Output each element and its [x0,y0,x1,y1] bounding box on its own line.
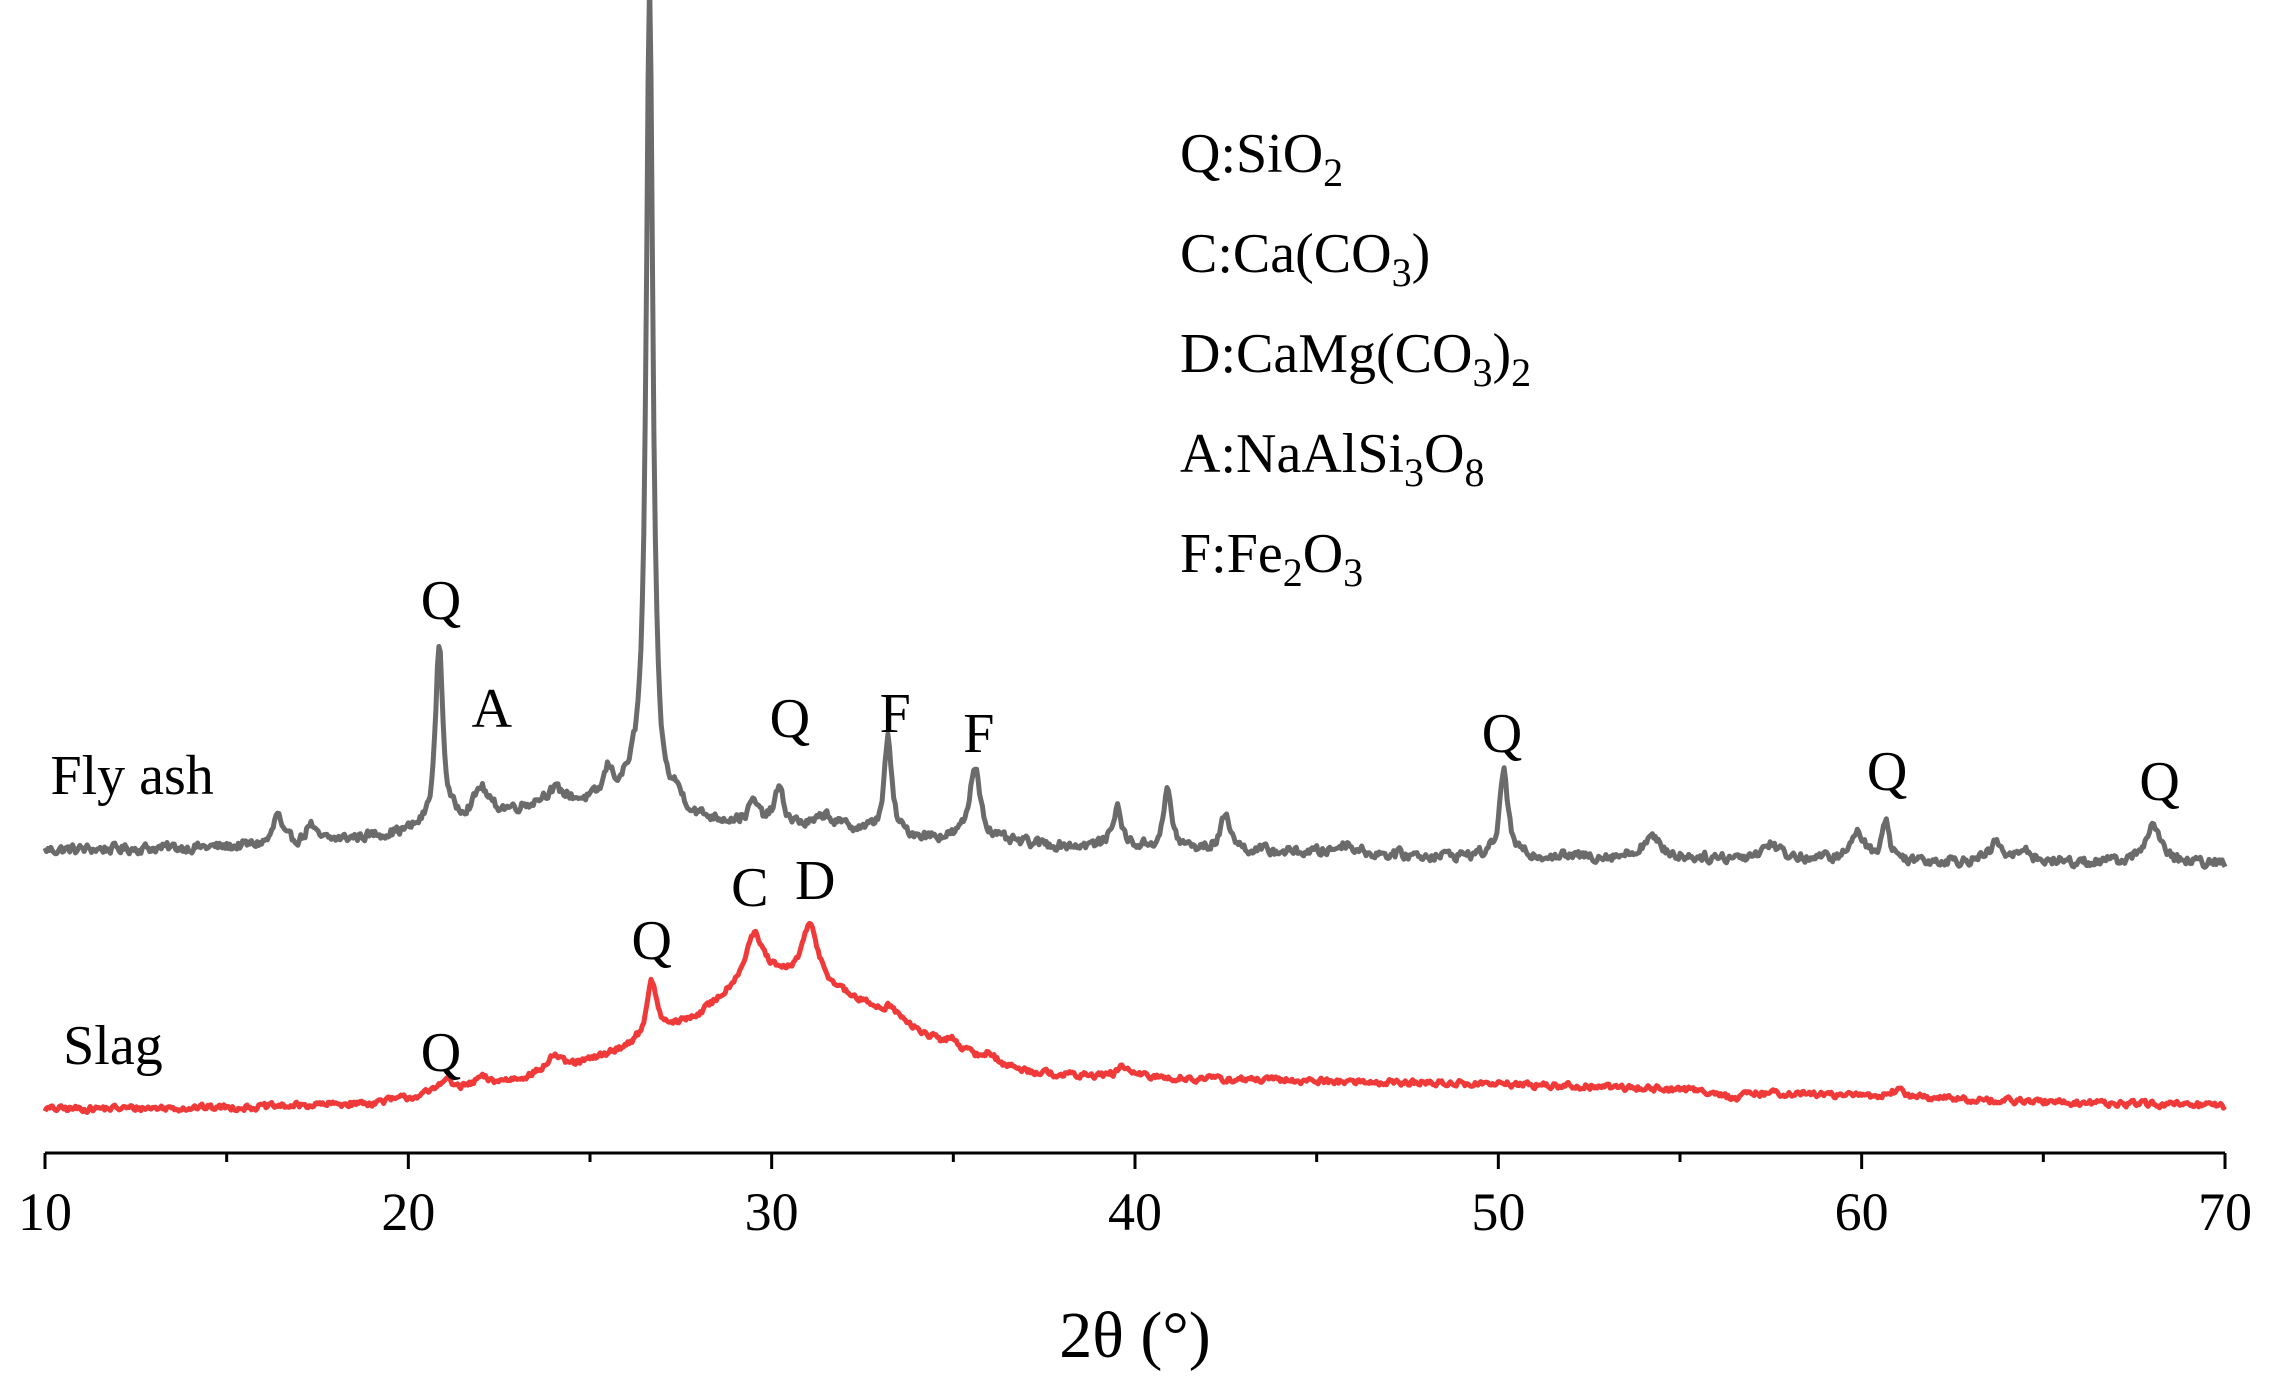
series-line-fly-ash [42,0,2228,870]
legend-entry-f: F:Fe2O3 [1180,523,1363,595]
legend-subscript: 8 [1464,450,1484,495]
x-tick-label: 70 [2198,1182,2252,1242]
series-layer: Fly ash Slag [42,0,2228,1115]
series-line-slag [42,920,2227,1115]
peak-label: D [795,850,835,912]
peak-label: Q [421,1022,461,1084]
x-axis: 10 20 30 40 50 60 70 [18,1151,2252,1242]
phase-legend: Q:SiO2C:Ca(CO3)D:CaMg(CO3)2A:NaAlSi3O8F:… [1180,123,1531,595]
peak-label: F [880,683,911,745]
legend-entry-q: Q:SiO2 [1180,123,1343,195]
legend-formula-part: Fe [1227,523,1283,585]
peak-label: Q [1482,703,1522,765]
peak-label: Q [2139,751,2179,813]
legend-formula-part: NaAlSi [1236,423,1404,485]
x-tick-label: 20 [381,1182,435,1242]
peak-label: Q [1867,741,1907,803]
x-tick-label: 10 [18,1182,72,1242]
peak-annotations: QQAQFFQQQQQCD [421,570,2180,1084]
legend-formula-part: ) [1412,223,1431,285]
legend-subscript: 3 [1343,550,1363,595]
peak-label: F [963,703,994,765]
legend-separator: : [1220,123,1236,185]
legend-entry-d: D:CaMg(CO3)2 [1180,323,1531,395]
legend-formula-part: SiO [1236,123,1323,185]
peak-label: C [731,857,768,919]
legend-key: D [1180,323,1220,385]
legend-separator: : [1217,223,1233,285]
legend-key: Q [1180,123,1220,185]
legend-key: A [1180,423,1221,485]
x-axis-title: 2θ (°) [1059,1299,1210,1372]
x-tick-label: 60 [1835,1182,1889,1242]
legend-formula-part: O [1303,523,1343,585]
legend-formula-part: O [1424,423,1464,485]
legend-key: C [1180,223,1217,285]
legend-subscript: 3 [1472,350,1492,395]
legend-subscript: 3 [1392,250,1412,295]
legend-subscript: 2 [1323,150,1343,195]
legend-subscript: 3 [1404,450,1424,495]
legend-separator: : [1211,523,1227,585]
legend-formula-part: ) [1492,323,1511,385]
legend-entry-c: C:Ca(CO3) [1180,223,1430,295]
legend-subscript: 2 [1511,350,1531,395]
x-tick-label: 50 [1471,1182,1525,1242]
peak-label: Q [632,910,672,972]
x-tick-label: 40 [1108,1182,1162,1242]
peak-label: Q [770,688,810,750]
series-label-fly-ash: Fly ash [50,745,213,807]
legend-separator: : [1220,323,1236,385]
peak-label: A [472,678,513,740]
legend-formula-part: Ca(CO [1233,223,1392,285]
x-tick-label: 30 [745,1182,799,1242]
peak-label: Q [421,570,461,632]
series-label-slag: Slag [63,1015,163,1077]
legend-key: F [1180,523,1211,585]
legend-entry-a: A:NaAlSi3O8 [1180,423,1484,495]
legend-formula-part: CaMg(CO [1236,323,1472,385]
legend-subscript: 2 [1283,550,1303,595]
legend-separator: : [1220,423,1236,485]
